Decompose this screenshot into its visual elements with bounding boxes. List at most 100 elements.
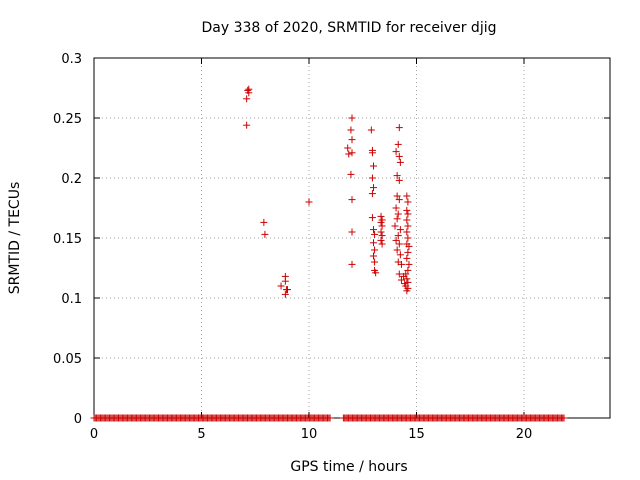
data-point bbox=[368, 214, 376, 222]
data-point bbox=[377, 212, 385, 220]
x-tick-label: 0 bbox=[90, 427, 98, 442]
data-point bbox=[377, 236, 385, 244]
data-point bbox=[348, 136, 356, 144]
y-tick-label: 0.25 bbox=[53, 112, 82, 127]
data-point bbox=[370, 252, 377, 260]
data-point bbox=[405, 260, 413, 268]
data-point bbox=[404, 198, 412, 206]
data-point bbox=[403, 254, 411, 262]
data-point bbox=[243, 95, 251, 103]
data-point bbox=[393, 215, 401, 223]
data-point bbox=[403, 287, 411, 295]
data-point bbox=[403, 206, 411, 214]
data-point bbox=[404, 266, 412, 274]
data-point bbox=[397, 260, 405, 268]
data-point bbox=[344, 144, 352, 152]
data-point bbox=[243, 121, 251, 129]
y-tick-label: 0.3 bbox=[61, 52, 82, 67]
data-point bbox=[377, 218, 385, 226]
chart-title: Day 338 of 2020, SRMTID for receiver dji… bbox=[202, 20, 497, 36]
data-point bbox=[348, 260, 356, 268]
data-point bbox=[404, 210, 412, 218]
zero-baseline-markers bbox=[90, 414, 568, 422]
data-point bbox=[305, 198, 313, 206]
data-point bbox=[404, 234, 412, 242]
data-point bbox=[395, 270, 403, 278]
data-point bbox=[371, 230, 379, 238]
data-point bbox=[281, 277, 289, 285]
data-point bbox=[392, 204, 400, 212]
data-point bbox=[404, 222, 412, 230]
data-point bbox=[394, 210, 402, 218]
data-point bbox=[368, 149, 376, 157]
data-point bbox=[370, 162, 377, 170]
data-point bbox=[395, 152, 403, 160]
data-point bbox=[394, 140, 402, 148]
y-tick-label: 0.1 bbox=[61, 292, 82, 307]
data-point bbox=[348, 149, 356, 157]
data-point bbox=[405, 242, 413, 250]
data-point bbox=[284, 286, 291, 294]
data-point bbox=[393, 246, 401, 254]
data-point bbox=[396, 226, 404, 234]
axis-ticks: 0 5 10 15 20 0 0.05 0.1 0.15 0.2 0.25 0.3 bbox=[53, 52, 610, 442]
data-point bbox=[393, 172, 401, 180]
data-point bbox=[396, 158, 404, 166]
data-point bbox=[404, 278, 412, 286]
data-point bbox=[347, 170, 355, 178]
data-point bbox=[392, 148, 400, 156]
data-point bbox=[395, 240, 403, 248]
data-point bbox=[261, 230, 269, 238]
data-point bbox=[348, 114, 356, 122]
data-point bbox=[245, 89, 253, 97]
data-point bbox=[393, 192, 401, 200]
y-tick-label: 0.15 bbox=[53, 232, 82, 247]
data-point bbox=[395, 196, 403, 204]
y-tick-label: 0.05 bbox=[53, 352, 82, 367]
data-point bbox=[403, 192, 411, 200]
data-point bbox=[370, 226, 377, 234]
data-point bbox=[404, 248, 412, 256]
data-point bbox=[395, 124, 403, 132]
data-point bbox=[392, 236, 400, 244]
x-tick-label: 10 bbox=[301, 427, 318, 442]
data-point bbox=[370, 184, 377, 192]
data-point bbox=[277, 282, 285, 290]
data-point bbox=[400, 272, 408, 280]
data-point bbox=[403, 216, 411, 224]
data-point bbox=[372, 269, 380, 277]
data-point bbox=[378, 222, 386, 230]
data-point bbox=[394, 232, 402, 240]
x-tick-label: 5 bbox=[197, 427, 205, 442]
y-tick-label: 0.2 bbox=[61, 172, 82, 187]
grid-lines bbox=[94, 58, 610, 418]
data-point bbox=[378, 232, 386, 240]
data-point bbox=[260, 218, 268, 226]
x-tick-label: 20 bbox=[516, 427, 533, 442]
data-point bbox=[371, 246, 379, 254]
data-point bbox=[368, 190, 376, 198]
data-point bbox=[345, 150, 353, 158]
data-point bbox=[403, 228, 411, 236]
data-point bbox=[377, 228, 385, 236]
data-point bbox=[395, 176, 403, 184]
data-point bbox=[391, 222, 399, 230]
x-tick-label: 15 bbox=[408, 427, 425, 442]
data-point bbox=[378, 240, 386, 248]
data-points bbox=[243, 85, 413, 298]
data-point bbox=[370, 239, 377, 247]
data-point bbox=[348, 228, 356, 236]
plot-frame bbox=[93, 57, 611, 419]
data-point bbox=[401, 280, 409, 288]
y-axis-label: SRMTID / TECUs bbox=[7, 182, 23, 295]
data-point bbox=[368, 174, 376, 182]
data-point bbox=[348, 196, 356, 204]
x-axis-label: GPS time / hours bbox=[290, 459, 407, 475]
data-point bbox=[371, 258, 379, 266]
y-tick-label: 0 bbox=[74, 412, 82, 427]
data-point bbox=[281, 290, 289, 298]
data-point bbox=[396, 251, 404, 259]
data-point bbox=[367, 126, 375, 134]
data-point bbox=[397, 276, 405, 284]
